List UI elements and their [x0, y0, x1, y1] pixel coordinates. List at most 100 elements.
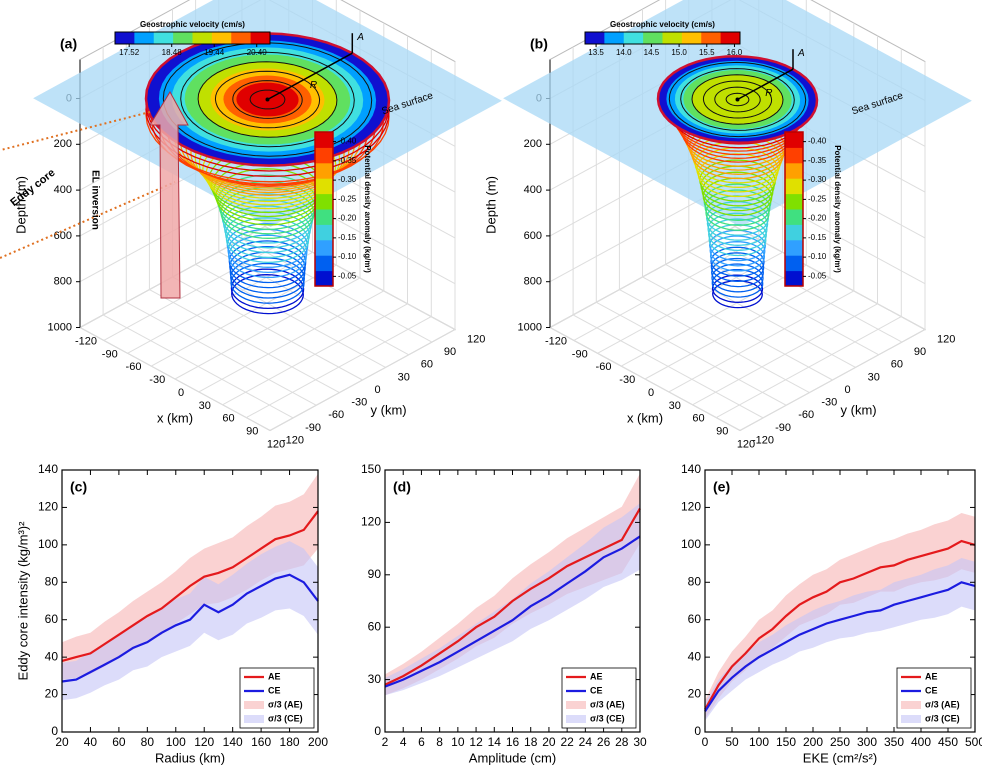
colorbar-frame	[114, 31, 271, 45]
colorbar-tick-label: -0.20	[338, 214, 357, 223]
streamline	[232, 80, 303, 119]
x-tick-label: 150	[776, 735, 796, 749]
streamline	[249, 89, 286, 110]
y-tick-label: 60	[421, 359, 433, 371]
streamline	[214, 70, 321, 129]
z-tick-label: 1000	[518, 321, 542, 333]
z-tick-label: 600	[524, 230, 542, 242]
x-tick-label: 80	[141, 735, 155, 749]
legend-swatch	[244, 701, 264, 709]
mean-line	[61, 510, 319, 662]
legend-label: CE	[268, 685, 281, 695]
colorbar-cell	[785, 132, 803, 148]
x-axis-label: Amplitude (cm)	[469, 750, 556, 765]
colorbar-tick-label: 19.44	[204, 48, 225, 57]
x-tick-label: 8	[436, 735, 443, 749]
streamline	[702, 80, 773, 119]
legend-swatch	[901, 701, 921, 709]
x-axis-label: x (km)	[157, 410, 193, 425]
colorbar-title: Potential density anomaly (kg/m³)	[833, 145, 842, 273]
x-tick-label: 0	[702, 735, 709, 749]
colorbar-tick-label: -0.35	[808, 156, 827, 165]
radius-arrow	[737, 68, 794, 101]
guide-line	[0, 181, 176, 259]
x-tick-label: 100	[749, 735, 769, 749]
x-tick-label: 0	[648, 387, 654, 399]
y-tick-label: -90	[775, 422, 791, 434]
streamline	[197, 61, 338, 138]
x-tick-label: 60	[112, 735, 126, 749]
colorbar-cell	[785, 209, 803, 225]
legend-label: σ/3 (AE)	[925, 699, 960, 709]
y-tick-label: 40	[688, 649, 702, 663]
z-tick-label: 200	[54, 138, 72, 150]
colorbar-tick-label: 14.0	[616, 48, 632, 57]
panel-label: (c)	[70, 479, 87, 495]
colorbar-cell	[315, 239, 333, 256]
colorbar-cell	[720, 32, 741, 44]
x-tick-label: 20	[542, 735, 556, 749]
x-tick-label: 120	[267, 438, 285, 450]
legend-label: AE	[925, 671, 938, 681]
colorbar-cell	[643, 32, 663, 44]
colorbar-cell	[250, 32, 271, 44]
y-tick-label: -90	[305, 422, 321, 434]
mean-line	[384, 507, 641, 686]
x-tick-label: 28	[615, 735, 629, 749]
eddy-edge	[144, 32, 391, 167]
colorbar-cell	[231, 32, 252, 44]
guide-line	[0, 111, 151, 152]
legend-label: AE	[268, 671, 281, 681]
y-tick-label: 40	[45, 649, 59, 663]
annotation: A	[356, 32, 364, 43]
isopycnal-ring	[230, 262, 305, 304]
colorbar-cell	[785, 255, 803, 272]
colorbar-title: Geostrophic velocity (cm/s)	[610, 20, 715, 29]
colorbar-cell	[173, 32, 193, 44]
y-tick-label: 60	[688, 612, 702, 626]
colorbar-cell	[623, 32, 644, 44]
legend-swatch	[566, 701, 586, 709]
y-axis-label: Eddy core intensity (kg/m³)²	[15, 521, 30, 681]
x-tick-label: -90	[572, 348, 588, 360]
colorbar-cell	[315, 162, 333, 179]
isopycnal-ring	[230, 257, 305, 299]
x-tick-label: 22	[560, 735, 574, 749]
y-tick-label: 120	[937, 333, 955, 345]
x-tick-label: 2	[382, 735, 389, 749]
legend-label: AE	[590, 671, 603, 681]
colorbar-cell	[192, 32, 213, 44]
x-tick-label: 90	[716, 426, 728, 438]
y-axis-label: y (km)	[841, 402, 877, 417]
mean-line	[384, 535, 641, 688]
x-tick-label: 14	[488, 735, 502, 749]
y-tick-label: 120	[681, 500, 701, 514]
y-tick-label: 60	[368, 619, 382, 633]
x-tick-label: 4	[400, 735, 407, 749]
x-tick-label: -120	[545, 335, 567, 347]
isopycnal-ring	[226, 222, 309, 268]
y-tick-label: -30	[821, 397, 837, 409]
legend-label: σ/3 (AE)	[268, 699, 303, 709]
y-tick-label: 0	[845, 384, 851, 396]
colorbar-cell	[315, 178, 333, 195]
colorbar-frame	[314, 131, 334, 287]
colorbar-tick-label: 20.40	[247, 48, 268, 57]
legend-label: σ/3 (CE)	[590, 713, 625, 723]
streamline	[680, 68, 795, 131]
y-tick-label: -60	[798, 409, 814, 421]
y-tick-label: -30	[351, 397, 367, 409]
y-tick-label: 120	[38, 500, 58, 514]
colorbar-cell	[315, 193, 333, 210]
colorbar-tick-label: -0.10	[338, 252, 357, 261]
isopycnal-ring	[703, 183, 772, 221]
streamline	[180, 51, 355, 148]
grid-line	[549, 225, 926, 330]
mean-line	[704, 539, 976, 711]
y-tick-label: 140	[681, 462, 701, 476]
x-tick-label: 120	[737, 438, 755, 450]
colorbar-tick-label: 15.0	[671, 48, 687, 57]
x-tick-label: 300	[857, 735, 877, 749]
colorbar-cell	[153, 32, 174, 44]
x-tick-label: 26	[597, 735, 611, 749]
